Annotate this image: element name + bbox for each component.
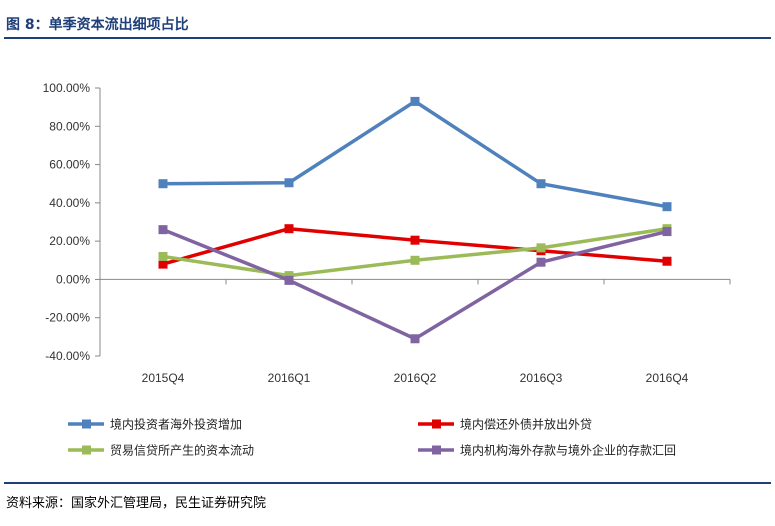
data-point (284, 271, 294, 281)
legend-item: 贸易信贷所产生的资本流动 (68, 443, 254, 458)
data-point (158, 259, 168, 269)
legend-item: 境内偿还外债并放出外贷 (418, 417, 592, 432)
x-tick-label: 2016Q3 (520, 371, 563, 385)
data-point (284, 178, 294, 188)
data-point (662, 202, 672, 212)
series-1 (158, 96, 672, 212)
y-tick-label: 80.00% (49, 119, 90, 133)
data-point (284, 275, 294, 285)
data-point (536, 179, 546, 189)
legend-item: 境内投资者海外投资增加 (68, 417, 242, 432)
legend-swatch-marker (82, 445, 91, 455)
legend-swatch-marker (82, 419, 91, 429)
data-point (410, 96, 420, 106)
y-tick-label: 0.00% (56, 272, 90, 286)
series-lines (158, 96, 672, 344)
y-tick-label: -40.00% (45, 349, 90, 363)
x-tick-label: 2016Q1 (268, 371, 311, 385)
data-point (536, 243, 546, 253)
data-point (284, 224, 294, 234)
x-axis: 2015Q4 2016Q1 2016Q2 2016Q3 2016Q4 (99, 278, 731, 385)
series-line (162, 228, 668, 341)
y-tick-label: 40.00% (49, 196, 90, 210)
data-point (662, 256, 672, 266)
legend-item: 境内机构海外存款与境外企业的存款汇回 (418, 443, 676, 458)
source-note: 资料来源：国家外汇管理局，民生证券研究院 (6, 496, 267, 511)
data-point (410, 255, 420, 265)
legend-label: 境内机构海外存款与境外企业的存款汇回 (460, 443, 676, 458)
figure-title: 图 8：单季资本流出细项占比 (6, 17, 189, 33)
series-4 (158, 225, 672, 344)
data-point (662, 227, 672, 237)
series-3 (158, 224, 672, 281)
series-line (162, 99, 668, 209)
title-divider (4, 37, 771, 39)
y-tick-label: 100.00% (43, 81, 91, 95)
x-tick-label: 2015Q4 (142, 371, 185, 385)
data-point (536, 257, 546, 267)
legend-label: 境内偿还外债并放出外贷 (460, 417, 592, 432)
data-point (410, 235, 420, 245)
data-point (158, 225, 168, 235)
legend-swatch-marker (432, 419, 441, 429)
legend-label: 贸易信贷所产生的资本流动 (110, 443, 254, 458)
data-point (158, 179, 168, 189)
y-tick-label: 60.00% (49, 158, 90, 172)
y-axis: 100.00% 80.00% 60.00% 40.00% 20.00% 0.00% -20.… (43, 81, 101, 363)
x-tick-label: 2016Q2 (394, 371, 437, 385)
x-tick-label: 2016Q4 (646, 371, 689, 385)
legend-label: 境内投资者海外投资增加 (110, 417, 242, 432)
data-point (158, 251, 168, 261)
y-tick-label: -20.00% (45, 311, 90, 325)
source-divider (4, 482, 771, 484)
legend-swatch-marker (432, 445, 441, 455)
data-point (410, 334, 420, 344)
y-tick-label: 20.00% (49, 234, 90, 248)
